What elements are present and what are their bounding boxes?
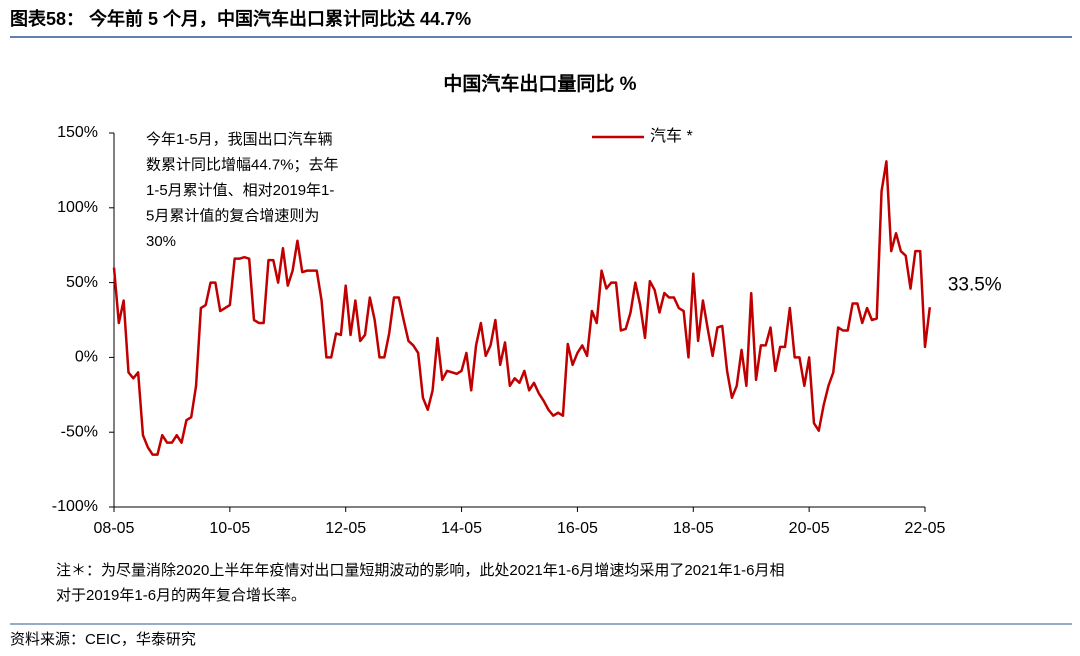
x-tick-label: 08-05 xyxy=(94,520,135,537)
x-tick-label: 12-05 xyxy=(325,520,366,537)
y-tick-label: 100% xyxy=(57,199,98,216)
footnote: 对于2019年1-6月的两年复合增长率。 xyxy=(56,586,306,604)
x-tick-label: 14-05 xyxy=(441,520,482,537)
annotation: 1-5月累计值、相对2019年1- xyxy=(146,182,334,199)
annotation: 5月累计值的复合增速则为 xyxy=(146,206,319,224)
annotation: 30% xyxy=(146,233,176,250)
x-tick-label: 20-05 xyxy=(789,520,830,537)
line-series xyxy=(112,160,932,456)
chart-title: 中国汽车出口量同比 % xyxy=(443,72,636,95)
data-label: 33.5% xyxy=(948,274,1002,295)
x-tick-label: 16-05 xyxy=(557,520,598,537)
x-tick-label: 18-05 xyxy=(673,520,714,537)
x-tick-label: 10-05 xyxy=(209,520,250,537)
y-tick-label: 0% xyxy=(75,349,98,366)
x-tick-label: 22-05 xyxy=(905,520,946,537)
y-tick-label: -50% xyxy=(61,423,98,440)
y-tick-label: 150% xyxy=(57,124,98,141)
annotation: 今年1-5月，我国出口汽车辆 xyxy=(146,131,333,148)
annotation: 数累计同比增幅44.7%；去年 xyxy=(146,156,339,173)
source: 资料来源：CEIC，华泰研究 xyxy=(10,631,196,648)
y-tick-label: 50% xyxy=(66,274,98,291)
legend-label: 汽车 * xyxy=(650,127,693,145)
footnote: 注＊：为尽量消除2020上半年年疫情对出口量短期波动的影响，此处2021年1-6… xyxy=(56,562,784,579)
y-tick-label: -100% xyxy=(52,498,98,515)
header-title: 图表58： 今年前 5 个月，中国汽车出口累计同比达 44.7% xyxy=(10,8,471,29)
